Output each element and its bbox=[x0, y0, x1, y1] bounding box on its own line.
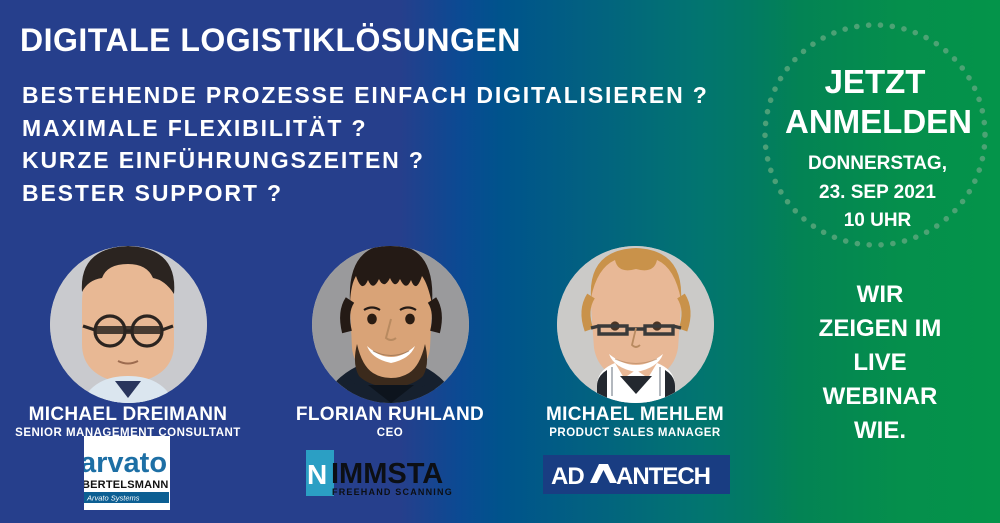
svg-text:N: N bbox=[307, 459, 327, 490]
svg-text:BERTELSMANN: BERTELSMANN bbox=[84, 479, 169, 491]
svg-text:arvato: arvato bbox=[84, 447, 167, 479]
svg-text:ANTECH: ANTECH bbox=[616, 463, 710, 490]
svg-text:IMMSTA: IMMSTA bbox=[331, 458, 443, 490]
svg-text:AD: AD bbox=[551, 463, 584, 490]
svg-text:Arvato Systems: Arvato Systems bbox=[86, 494, 140, 503]
svg-text:FREEHAND SCANNING: FREEHAND SCANNING bbox=[332, 487, 453, 497]
